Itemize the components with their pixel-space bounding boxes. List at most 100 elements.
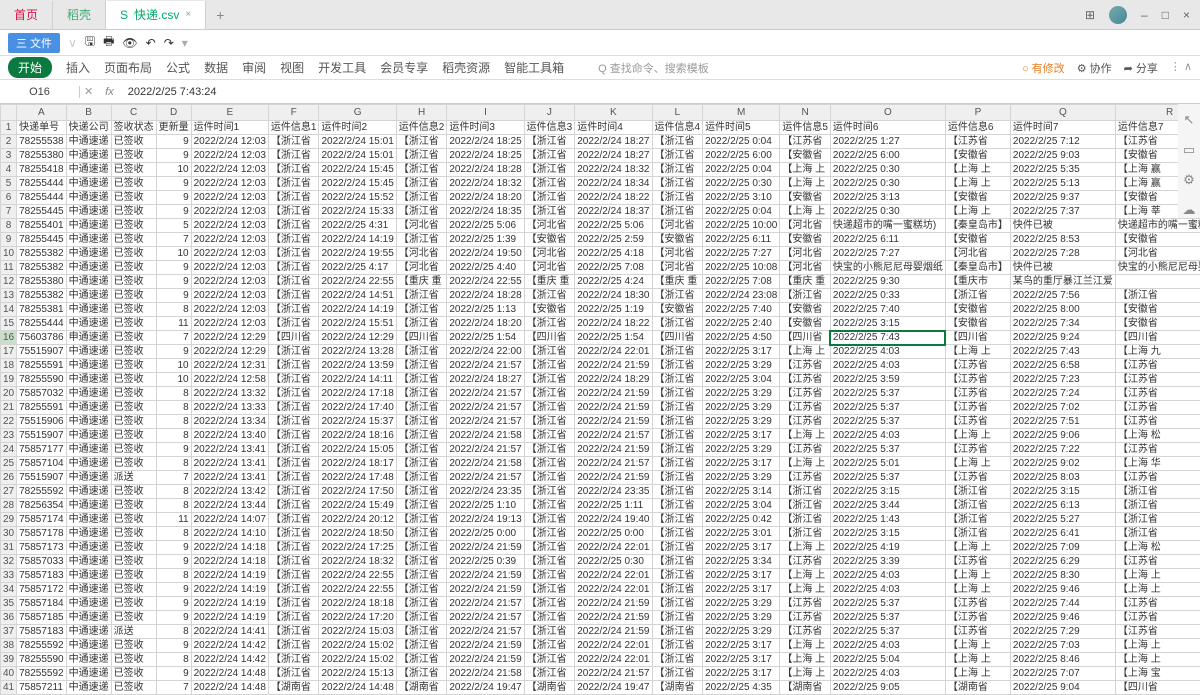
data-cell[interactable]: 【浙江省: [524, 611, 575, 625]
data-cell[interactable]: 78255444: [17, 317, 67, 331]
data-cell[interactable]: 中通速递: [66, 667, 111, 681]
data-cell[interactable]: 2022/2/24 22:01: [575, 583, 652, 597]
data-cell[interactable]: 2022/2/25 7:27: [703, 247, 780, 261]
data-cell[interactable]: 2022/2/24 13:33: [191, 401, 268, 415]
data-cell[interactable]: 【浙江省: [396, 387, 447, 401]
row-number[interactable]: 1: [1, 121, 17, 135]
data-cell[interactable]: 2022/2/25 0:04: [703, 163, 780, 177]
data-cell[interactable]: 2022/2/24 14:19: [319, 233, 396, 247]
data-cell[interactable]: 9: [156, 205, 191, 219]
close-button[interactable]: ×: [1183, 8, 1190, 22]
data-cell[interactable]: 【浙江省: [268, 261, 319, 275]
data-cell[interactable]: 【重庆 重: [652, 275, 703, 289]
col-header[interactable]: E: [191, 105, 268, 121]
data-cell[interactable]: 【湖南省: [780, 681, 831, 695]
data-cell[interactable]: 2022/2/24 19:47: [447, 681, 524, 695]
row-number[interactable]: 35: [1, 597, 17, 611]
data-cell[interactable]: 2022/2/25 3:14: [703, 485, 780, 499]
data-cell[interactable]: 【河北省: [652, 219, 703, 233]
dropdown-icon[interactable]: ▾: [182, 36, 188, 50]
data-cell[interactable]: 【浙江省: [396, 667, 447, 681]
grid-table[interactable]: ABCDEFGHIJKLMNOPQRS1快递单号快递公司签收状态更新量运件时间1…: [0, 104, 1200, 695]
data-cell[interactable]: 8: [156, 499, 191, 513]
data-cell[interactable]: 【浙江省: [268, 135, 319, 149]
data-cell[interactable]: 2022/2/24 22:55: [447, 275, 524, 289]
data-cell[interactable]: 中通速递: [66, 219, 111, 233]
data-cell[interactable]: 2022/2/25 1:13: [447, 303, 524, 317]
data-cell[interactable]: 2022/2/25 0:00: [447, 527, 524, 541]
data-cell[interactable]: 78255592: [17, 485, 67, 499]
data-cell[interactable]: 2022/2/24 15:37: [319, 415, 396, 429]
data-cell[interactable]: 2022/2/25 4:18: [575, 247, 652, 261]
ribbon-layout[interactable]: 页面布局: [104, 59, 152, 76]
data-cell[interactable]: 2022/2/25 9:04: [1010, 681, 1115, 695]
data-cell[interactable]: 2022/2/24 14:42: [191, 653, 268, 667]
data-cell[interactable]: 2022/2/25 1:39: [447, 233, 524, 247]
data-cell[interactable]: 【浙江省: [652, 415, 703, 429]
data-cell[interactable]: 2022/2/25 4:35: [703, 681, 780, 695]
data-cell[interactable]: 【上海 上: [780, 667, 831, 681]
data-cell[interactable]: 【上海 上: [780, 429, 831, 443]
data-cell[interactable]: 【浙江省: [524, 401, 575, 415]
data-cell[interactable]: 【浙江省: [268, 275, 319, 289]
col-header[interactable]: J: [524, 105, 575, 121]
data-cell[interactable]: 2022/2/24 12:03: [191, 261, 268, 275]
data-cell[interactable]: 2022/2/25 3:29: [703, 625, 780, 639]
data-cell[interactable]: 【浙江省: [524, 373, 575, 387]
col-header[interactable]: Q: [1010, 105, 1115, 121]
data-cell[interactable]: 2022/2/25 6:11: [703, 233, 780, 247]
data-cell[interactable]: 10: [156, 163, 191, 177]
data-cell[interactable]: 2022/2/25 7:43: [830, 331, 945, 345]
data-cell[interactable]: 2022/2/24 15:03: [319, 625, 396, 639]
data-cell[interactable]: 【浙江省: [1115, 485, 1200, 499]
data-cell[interactable]: 【浙江省: [396, 233, 447, 247]
data-cell[interactable]: 【四川省: [652, 331, 703, 345]
data-cell[interactable]: 【河北省: [652, 261, 703, 275]
data-cell[interactable]: 2022/2/25 3:29: [703, 597, 780, 611]
data-cell[interactable]: 【四川省: [524, 331, 575, 345]
data-cell[interactable]: 【河北省: [780, 247, 831, 261]
data-cell[interactable]: 【四川省: [780, 331, 831, 345]
data-cell[interactable]: 78256354: [17, 499, 67, 513]
data-cell[interactable]: 【浙江省: [268, 611, 319, 625]
data-cell[interactable]: 中通速递: [66, 555, 111, 569]
data-cell[interactable]: 2022/2/24 18:50: [319, 527, 396, 541]
data-cell[interactable]: 快件已被: [1010, 261, 1115, 275]
data-cell[interactable]: 78255444: [17, 177, 67, 191]
data-cell[interactable]: 2022/2/24 22:55: [319, 569, 396, 583]
data-cell[interactable]: 2022/2/24 19:47: [575, 681, 652, 695]
data-cell[interactable]: 【浙江省: [268, 415, 319, 429]
data-cell[interactable]: 【浙江省: [780, 485, 831, 499]
ribbon-dev[interactable]: 开发工具: [318, 59, 366, 76]
data-cell[interactable]: 已签收: [111, 331, 156, 345]
data-cell[interactable]: 7: [156, 681, 191, 695]
data-cell[interactable]: 【河北省: [396, 261, 447, 275]
data-cell[interactable]: 75857211: [17, 681, 67, 695]
data-cell[interactable]: 【江苏省: [780, 415, 831, 429]
data-cell[interactable]: 2022/2/25 4:40: [447, 261, 524, 275]
data-cell[interactable]: 2022/2/24 21:59: [575, 443, 652, 457]
data-cell[interactable]: 【安徽省: [1115, 317, 1200, 331]
data-cell[interactable]: 【安徽省: [652, 233, 703, 247]
data-cell[interactable]: 9: [156, 177, 191, 191]
data-cell[interactable]: 【上海 上: [1115, 569, 1200, 583]
data-cell[interactable]: 2022/2/25 10:08: [703, 261, 780, 275]
data-cell[interactable]: 已签收: [111, 667, 156, 681]
data-cell[interactable]: 2022/2/25 5:37: [830, 625, 945, 639]
data-cell[interactable]: 2022/2/25 0:30: [575, 555, 652, 569]
data-cell[interactable]: 75857172: [17, 583, 67, 597]
data-cell[interactable]: 【江苏省: [780, 401, 831, 415]
data-cell[interactable]: 【安徽省: [780, 317, 831, 331]
data-cell[interactable]: 【浙江省: [652, 289, 703, 303]
data-cell[interactable]: 2022/2/25 1:11: [575, 499, 652, 513]
data-cell[interactable]: 已签收: [111, 583, 156, 597]
data-cell[interactable]: 【浙江省: [396, 625, 447, 639]
data-cell[interactable]: 【上海 上: [945, 569, 1010, 583]
data-cell[interactable]: 【河北省: [1115, 247, 1200, 261]
data-cell[interactable]: 【安徽省: [524, 233, 575, 247]
data-cell[interactable]: 【四川省: [396, 331, 447, 345]
data-cell[interactable]: 【江苏省: [780, 387, 831, 401]
data-cell[interactable]: 2022/2/25 7:24: [1010, 387, 1115, 401]
data-cell[interactable]: 【上海 宝: [1115, 667, 1200, 681]
data-cell[interactable]: 2022/2/24 18:28: [447, 289, 524, 303]
